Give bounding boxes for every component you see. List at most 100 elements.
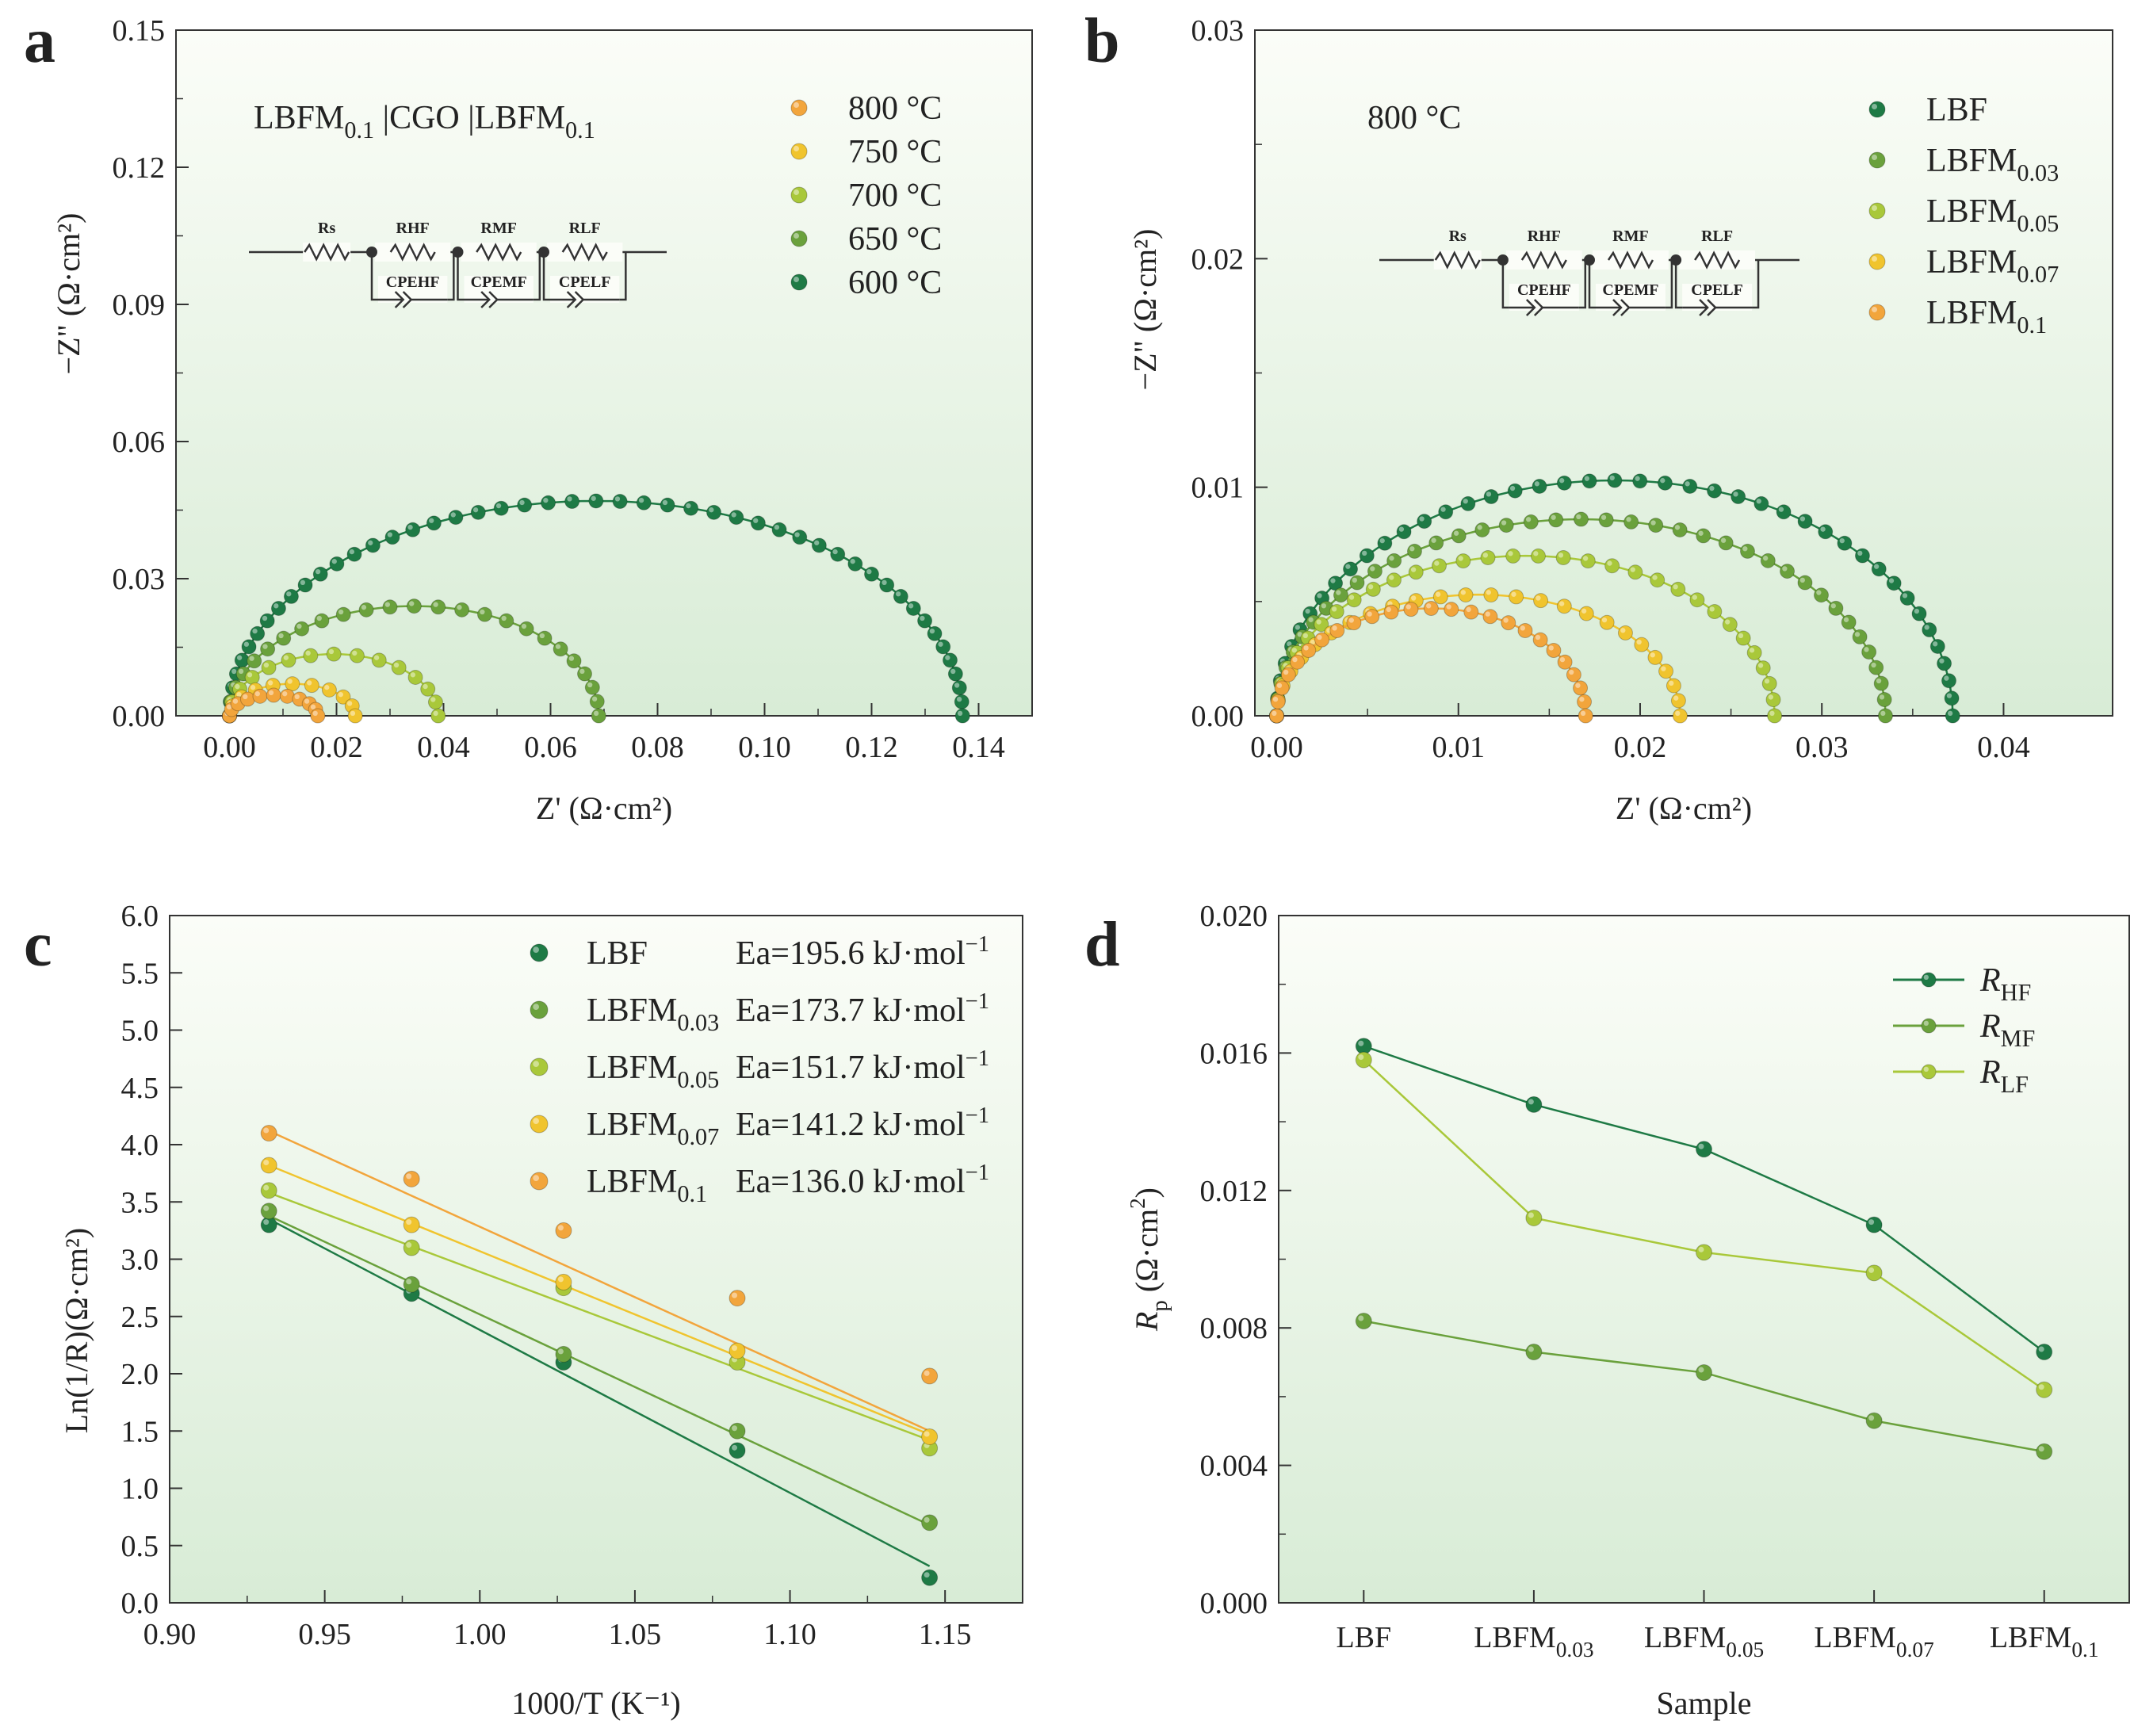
data-point-highlight [368, 540, 373, 545]
data-point [279, 688, 295, 704]
circuit-label: RLF [569, 220, 601, 237]
data-point-highlight [1650, 520, 1656, 526]
text-part: Ea=173.7 kJ·mol [736, 992, 966, 1029]
y-tick-label: 3.5 [121, 1186, 159, 1219]
x-tick-label: LBF [1336, 1621, 1391, 1654]
data-point [1557, 654, 1573, 670]
data-point [1941, 673, 1957, 689]
subscript: 0.07 [2017, 261, 2059, 288]
legend-marker [1868, 101, 1886, 118]
data-point-highlight [1720, 537, 1727, 543]
data-point-highlight [591, 696, 598, 702]
data-point-highlight [1477, 525, 1482, 530]
data-point-highlight [957, 710, 963, 716]
text-part: Ea=195.6 kJ·mol [736, 935, 966, 972]
x-tick-label: LBFM0.07 [1814, 1621, 1933, 1661]
data-point-highlight [243, 694, 248, 700]
data-point [1274, 680, 1290, 696]
data-point [553, 641, 568, 657]
data-point-highlight [1888, 578, 1895, 583]
cpe-gap [550, 276, 620, 303]
text-part: Ea=136.0 kJ·mol [736, 1164, 966, 1200]
data-point [285, 676, 300, 692]
data-point-highlight [924, 1516, 930, 1523]
data-point [771, 522, 787, 537]
data-point [1813, 587, 1829, 603]
data-point [476, 606, 492, 622]
data-point [1672, 522, 1688, 537]
data-point-highlight [1348, 595, 1355, 600]
data-point-highlight [533, 1175, 540, 1181]
data-point [260, 1203, 277, 1220]
data-point-highlight [1933, 641, 1938, 647]
data-point-highlight [429, 518, 434, 523]
data-point [1755, 660, 1771, 676]
data-point [239, 691, 255, 707]
legend-label: LBFM0.07 [1926, 244, 2059, 288]
data-point-highlight [1698, 530, 1704, 536]
data-point [1523, 514, 1539, 530]
data-point [1346, 615, 1362, 631]
data-point [1767, 708, 1783, 724]
data-point [1463, 604, 1479, 620]
data-point-highlight [956, 696, 962, 702]
data-point [250, 625, 266, 641]
data-point-highlight [732, 1345, 738, 1352]
data-point-highlight [1669, 680, 1674, 686]
data-point-highlight [250, 685, 256, 690]
data-point [1607, 472, 1623, 488]
y-tick-label: 0.000 [1200, 1587, 1268, 1620]
data-point-highlight [794, 277, 799, 282]
x-tick-label: 1.10 [763, 1618, 817, 1651]
data-point [555, 1273, 572, 1291]
data-point-highlight [1431, 537, 1436, 543]
data-point [1431, 558, 1447, 574]
data-point-highlight [557, 1348, 564, 1355]
subscript: 0.03 [1556, 1638, 1594, 1661]
text-part: LBFM [587, 992, 677, 1029]
data-point [1556, 598, 1572, 614]
data-point [276, 630, 292, 646]
y-axis-label: Rp (Ω·cm2) [1126, 1187, 1172, 1332]
data-point [921, 1428, 939, 1445]
data-point [729, 510, 744, 526]
data-point [1937, 656, 1952, 671]
data-point-highlight [384, 602, 390, 607]
supscript: −1 [966, 1103, 989, 1128]
data-point-highlight [312, 710, 318, 716]
data-point [706, 504, 722, 520]
data-point-highlight [794, 146, 799, 151]
data-point [1634, 637, 1650, 652]
data-point [1573, 511, 1589, 527]
data-point [1269, 708, 1285, 724]
data-point [1760, 553, 1776, 568]
data-point-highlight [1626, 517, 1631, 522]
data-point-highlight [709, 507, 714, 513]
data-point [905, 600, 921, 616]
y-tick-label: 3.0 [121, 1244, 159, 1277]
data-point-highlight [310, 704, 316, 709]
data-point [1854, 548, 1870, 564]
data-point-highlight [1685, 481, 1690, 487]
data-point [260, 641, 276, 657]
circuit-label: Rs [1449, 228, 1467, 245]
data-point-highlight [294, 694, 300, 700]
data-point [1505, 548, 1521, 564]
data-point [1722, 617, 1738, 633]
data-point [1498, 518, 1514, 533]
data-point [304, 678, 319, 694]
data-point-highlight [924, 1572, 930, 1578]
data-point-highlight [938, 641, 943, 647]
data-point [1647, 649, 1663, 665]
data-point-highlight [1398, 526, 1405, 532]
data-point-highlight [557, 1276, 564, 1283]
data-point-highlight [1742, 546, 1748, 552]
data-point-highlight [263, 1127, 270, 1134]
data-point-highlight [1581, 608, 1587, 614]
legend-label: RMF [1979, 1008, 2035, 1052]
resistor-symbol [304, 243, 350, 262]
data-point [1578, 606, 1594, 621]
data-point [1349, 575, 1365, 591]
data-point [1627, 564, 1643, 580]
data-point [1648, 518, 1664, 533]
